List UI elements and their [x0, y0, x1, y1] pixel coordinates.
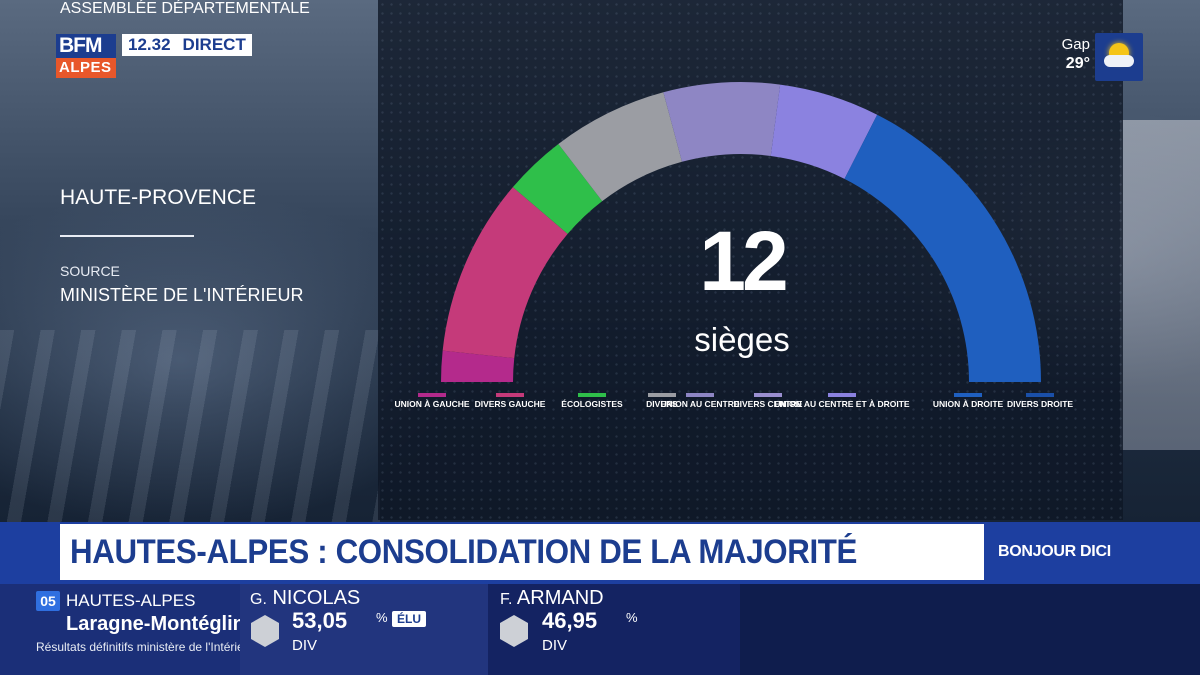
- live-label: DIRECT: [182, 35, 246, 54]
- source-value: MINISTÈRE DE L'INTÉRIEUR: [60, 285, 304, 305]
- seat-segment-6: [844, 114, 1041, 382]
- candidate-party: DIV: [542, 637, 568, 654]
- region-name: HAUTES-ALPES: [66, 591, 196, 610]
- seat-segment-1: [442, 187, 568, 359]
- headline-text: HAUTES-ALPES : CONSOLIDATION DE LA MAJOR…: [70, 533, 858, 571]
- candidate-card: [488, 584, 740, 675]
- candidate-name: F. ARMAND: [500, 587, 604, 609]
- source-label: SOURCE: [60, 263, 120, 279]
- legend-swatch-0: [418, 393, 446, 397]
- legend-swatch-8: [1026, 393, 1054, 397]
- legend-label-7: UNION À DROITE: [933, 399, 1004, 409]
- assembly-subtitle: HAUTE-PROVENCE: [60, 186, 257, 209]
- legend-label-3: DIVERS: [646, 399, 678, 409]
- background-harbor: [0, 330, 380, 530]
- elected-badge: ÉLU: [392, 611, 426, 627]
- legend-label-0: UNION À GAUCHE: [394, 399, 469, 409]
- candidate-score: 53,05: [292, 608, 348, 633]
- weather-city: Gap: [1061, 36, 1090, 53]
- legend-label-2: ÉCOLOGISTES: [561, 399, 623, 409]
- divider: [60, 235, 194, 237]
- sun-cloud-icon: [1095, 33, 1143, 81]
- show-tag: BONJOUR DICI: [998, 543, 1111, 560]
- legend-swatch-6: [828, 393, 856, 397]
- seat-segment-5: [770, 84, 878, 179]
- legend-label-8: DIVERS DROITE: [1007, 399, 1073, 409]
- seat-segment-4: [663, 82, 781, 162]
- results-source: Résultats définitifs ministère de l'Inté…: [36, 640, 255, 654]
- dept-number-badge: 05: [36, 591, 60, 611]
- percent-sign: %: [376, 610, 388, 625]
- legend-swatch-7: [954, 393, 982, 397]
- legend-swatch-4: [686, 393, 714, 397]
- legend-swatch-3: [648, 393, 676, 397]
- headline-box: HAUTES-ALPES : CONSOLIDATION DE LA MAJOR…: [60, 524, 984, 580]
- legend-swatch-2: [578, 393, 606, 397]
- assembly-title: ASSEMBLÉE DÉPARTEMENTALE: [60, 0, 310, 17]
- candidate-hexagon-icon: [251, 615, 279, 647]
- legend-label-4: UNION AU CENTRE: [660, 399, 739, 409]
- candidate-card: [240, 584, 488, 675]
- legend-label-5: DIVERS CENTRE: [734, 399, 803, 409]
- weather-widget: Gap 29°: [1062, 36, 1090, 74]
- candidate-score: 46,95: [542, 608, 598, 633]
- seat-label: sièges: [694, 321, 790, 358]
- seat-segment-3: [558, 92, 682, 202]
- seat-segment-0: [441, 350, 515, 382]
- candidate-name: G. NICOLAS: [250, 587, 361, 609]
- channel-name: BFM: [56, 34, 116, 58]
- legend-swatch-5: [754, 393, 782, 397]
- percent-sign: %: [626, 610, 638, 625]
- channel-logo: BFM ALPES: [56, 34, 116, 78]
- legend-label-6: UNION AU CENTRE ET À DROITE: [774, 399, 910, 409]
- candidate-hexagon-icon: [500, 615, 528, 647]
- commune-name: Laragne-Montéglin: [66, 613, 245, 635]
- candidate-party: DIV: [292, 637, 318, 654]
- background-building: [1120, 120, 1200, 450]
- clock-time: 12.32: [128, 35, 171, 54]
- channel-region: ALPES: [56, 58, 116, 78]
- seat-count: 12: [699, 214, 788, 308]
- legend-swatch-1: [496, 393, 524, 397]
- live-badge: 12.32 DIRECT: [122, 34, 252, 56]
- weather-temp: 29°: [1065, 55, 1090, 72]
- seat-segment-2: [512, 143, 603, 234]
- legend-label-1: DIVERS GAUCHE: [475, 399, 546, 409]
